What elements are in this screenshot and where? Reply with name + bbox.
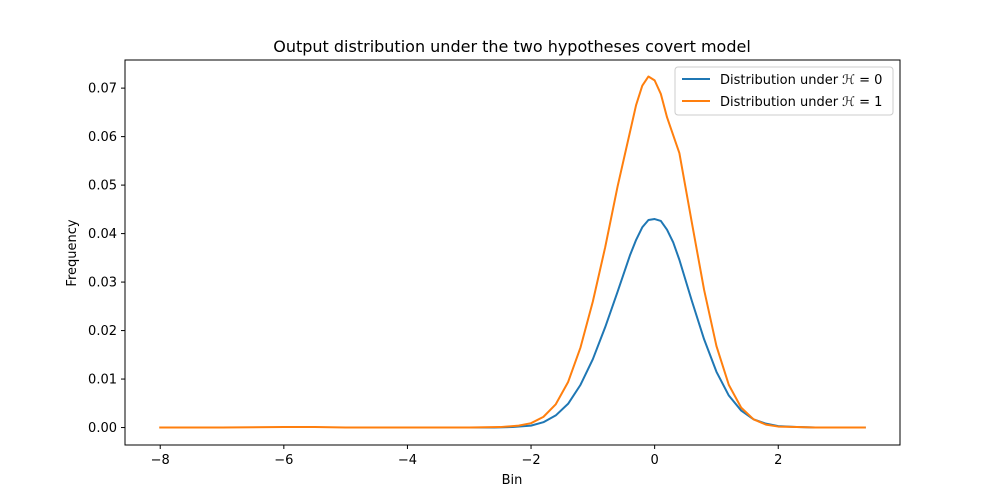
x-tick-label: −4 <box>398 453 417 468</box>
legend-box <box>674 66 894 116</box>
legend-label-series-0: Distribution under ℋ = 0 <box>720 73 882 88</box>
x-axis-label: Bin <box>502 473 523 488</box>
y-tick-label: 0.00 <box>88 421 117 436</box>
legend: Distribution under ℋ = 0 Distribution un… <box>674 66 894 116</box>
y-tick-label: 0.05 <box>88 179 117 194</box>
series-line-1 <box>159 75 866 429</box>
plot-frame <box>124 59 901 446</box>
x-tick-label: −8 <box>151 453 170 468</box>
y-tick-label: 0.06 <box>88 130 117 145</box>
y-tick-label: 0.02 <box>88 324 117 339</box>
x-tick-label: −2 <box>521 453 540 468</box>
x-tick-label: 2 <box>774 453 782 468</box>
x-tick-label: 0 <box>651 453 659 468</box>
y-tick-label: 0.07 <box>88 82 117 97</box>
legend-label-series-1: Distribution under ℋ = 1 <box>720 95 882 110</box>
x-tick-label: −6 <box>274 453 293 468</box>
y-tick-label: 0.01 <box>88 373 117 388</box>
chart-title: Output distribution under the two hypoth… <box>273 37 751 56</box>
y-tick-label: 0.04 <box>88 227 117 242</box>
series-layer <box>159 75 866 429</box>
y-axis-label: Frequency <box>65 219 80 286</box>
x-axis-ticks: −8 −6 −4 −2 0 2 <box>151 445 782 468</box>
y-tick-label: 0.03 <box>88 276 117 291</box>
y-axis-ticks: 0.00 0.01 0.02 0.03 0.04 0.05 0.06 0.07 <box>88 82 125 436</box>
